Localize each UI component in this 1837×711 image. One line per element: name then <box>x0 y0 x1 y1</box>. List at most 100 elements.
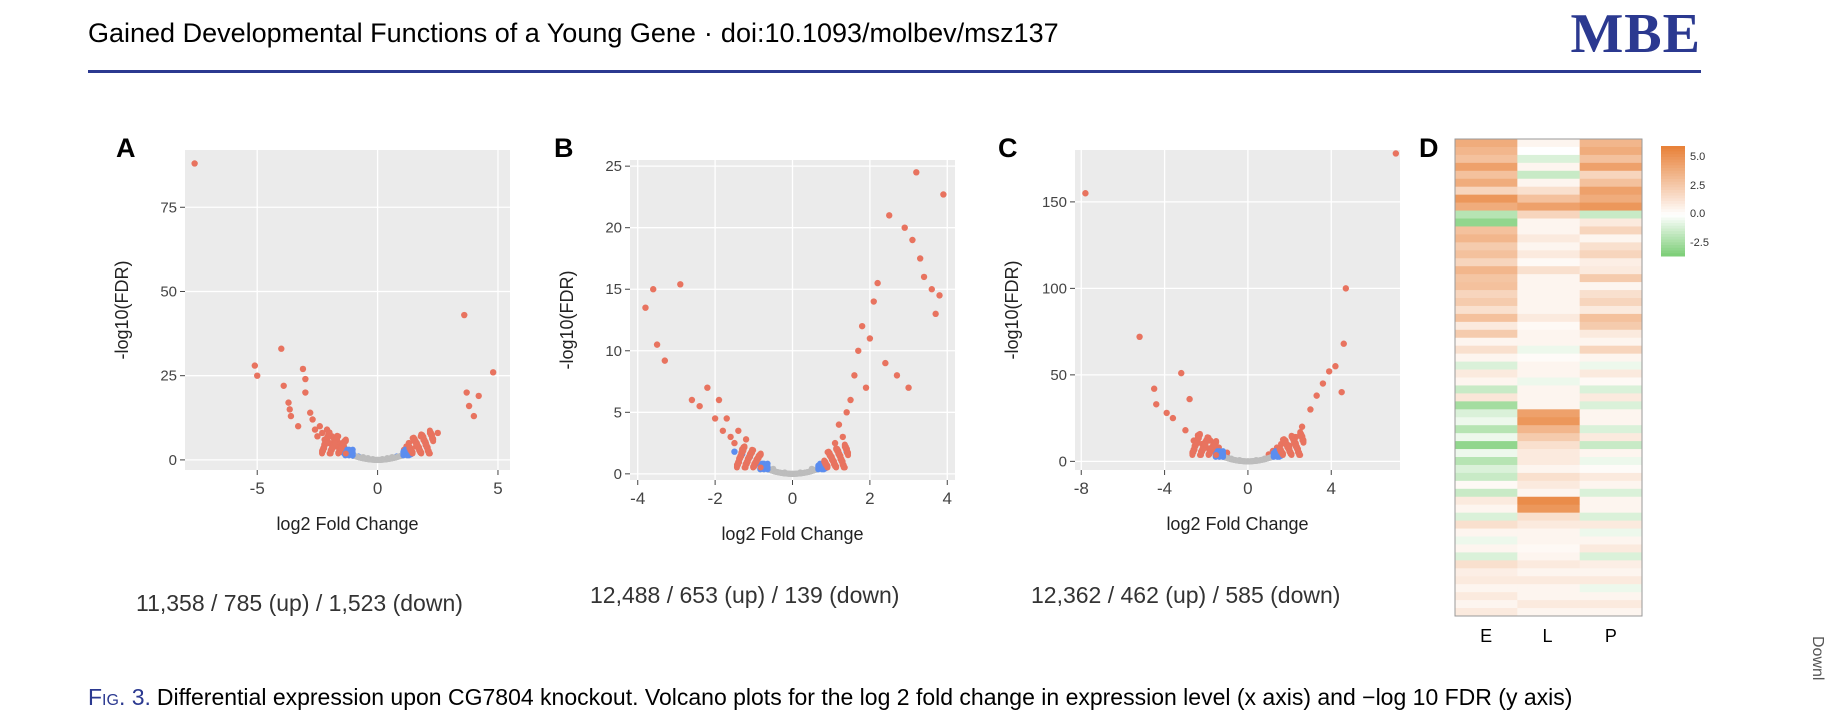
data-point <box>847 396 854 404</box>
heatmap-cell <box>1455 321 1518 331</box>
data-point <box>413 442 420 449</box>
data-point <box>191 160 198 167</box>
heatmap-cell <box>1579 464 1643 474</box>
heatmap-cell <box>1517 464 1581 474</box>
heatmap-cell <box>1579 218 1643 227</box>
heatmap-cell <box>1579 139 1643 148</box>
x-tick-label: -8 <box>1074 479 1089 498</box>
data-point <box>839 462 846 469</box>
data-point <box>882 359 889 367</box>
legend-gradient-step <box>1661 234 1685 238</box>
heatmap-cell <box>1579 170 1643 180</box>
plot-panel <box>1075 150 1400 470</box>
legend-gradient-step <box>1661 168 1685 172</box>
data-point <box>757 464 764 471</box>
heatmap-cell <box>1579 242 1643 251</box>
data-point <box>1340 340 1347 347</box>
heatmap-cell <box>1517 409 1581 418</box>
heatmap-cell <box>1455 592 1518 601</box>
heatmap-cell <box>1455 329 1518 339</box>
heatmap-cell <box>1455 393 1518 402</box>
legend-gradient-step <box>1661 212 1685 216</box>
heatmap-cell <box>1455 234 1518 243</box>
legend-gradient-step <box>1661 157 1685 161</box>
plot-panel <box>185 150 510 470</box>
data-point <box>463 389 470 396</box>
data-point <box>1292 443 1299 450</box>
data-point <box>294 423 302 430</box>
data-point <box>704 384 711 391</box>
heatmap-cell <box>1579 154 1643 164</box>
article-doi[interactable]: doi:10.1093/molbev/msz137 <box>720 18 1059 48</box>
legend-gradient-step <box>1661 165 1685 169</box>
heatmap-cell <box>1517 449 1581 458</box>
heatmap-cell <box>1455 552 1518 561</box>
legend-gradient-step <box>1661 209 1685 213</box>
data-point <box>1277 448 1284 455</box>
heatmap-cell <box>1455 313 1518 323</box>
data-point <box>742 436 750 443</box>
heatmap-cell <box>1455 186 1518 196</box>
heatmap-cell <box>1579 528 1643 537</box>
heatmap-cell <box>1455 337 1518 347</box>
data-point <box>1284 444 1291 451</box>
heatmap-cell <box>1517 298 1581 307</box>
data-point <box>325 433 332 440</box>
heatmap-cell <box>1517 305 1581 315</box>
heatmap-cell <box>1579 361 1643 371</box>
heatmap-cell <box>1579 560 1643 569</box>
heatmap-cell <box>1455 600 1518 609</box>
heatmap-border <box>1454 138 1643 617</box>
heatmap-cell <box>1517 568 1581 577</box>
data-point <box>839 433 846 441</box>
heatmap-cell <box>1579 441 1643 450</box>
data-point <box>461 311 468 319</box>
legend-tick-label: 5.0 <box>1690 150 1706 163</box>
data-point <box>893 372 901 379</box>
heatmap-cell <box>1455 401 1518 410</box>
data-point <box>311 426 319 433</box>
heatmap-cell <box>1455 290 1518 299</box>
panel-b-stats: 12,488 / 653 (up) / 139 (down) <box>590 582 900 608</box>
heatmap-cell <box>1455 568 1518 577</box>
heatmap-cell <box>1455 472 1518 482</box>
y-tick-label: 5 <box>614 404 622 421</box>
heatmap-cell <box>1517 544 1581 553</box>
heatmap-cell <box>1517 608 1581 617</box>
y-tick-label: 25 <box>160 368 177 385</box>
data-point <box>862 384 870 391</box>
heatmap-cell <box>1517 480 1581 490</box>
legend-gradient-step <box>1661 159 1685 163</box>
data-point <box>1150 385 1158 392</box>
heatmap-cell <box>1579 449 1643 458</box>
header-rule <box>88 70 1701 73</box>
y-tick-label: 20 <box>605 220 622 237</box>
data-point <box>1295 449 1302 456</box>
data-point <box>746 454 753 461</box>
heatmap-cell <box>1517 258 1581 267</box>
data-point <box>302 389 309 396</box>
data-point <box>416 447 423 454</box>
heatmap-cell <box>1517 226 1581 235</box>
data-point <box>329 445 336 452</box>
heatmap-cell <box>1579 393 1643 402</box>
heatmap-cell <box>1517 472 1581 482</box>
data-point <box>280 382 287 389</box>
data-point <box>422 442 429 449</box>
data-point <box>1297 431 1304 438</box>
legend-gradient-step <box>1661 253 1685 257</box>
data-point <box>1200 446 1207 453</box>
heatmap-cell <box>1455 146 1518 156</box>
heatmap-cell <box>1455 298 1518 307</box>
data-point <box>650 286 657 293</box>
data-point <box>332 440 339 447</box>
data-point <box>731 448 738 455</box>
x-axis-label: log2 Fold Change <box>276 514 418 534</box>
data-point <box>287 412 295 420</box>
y-tick-label: 50 <box>160 283 177 300</box>
data-point <box>1202 441 1209 448</box>
data-point <box>736 459 743 466</box>
heatmap-cell <box>1455 409 1518 418</box>
legend-gradient-step <box>1661 198 1685 202</box>
